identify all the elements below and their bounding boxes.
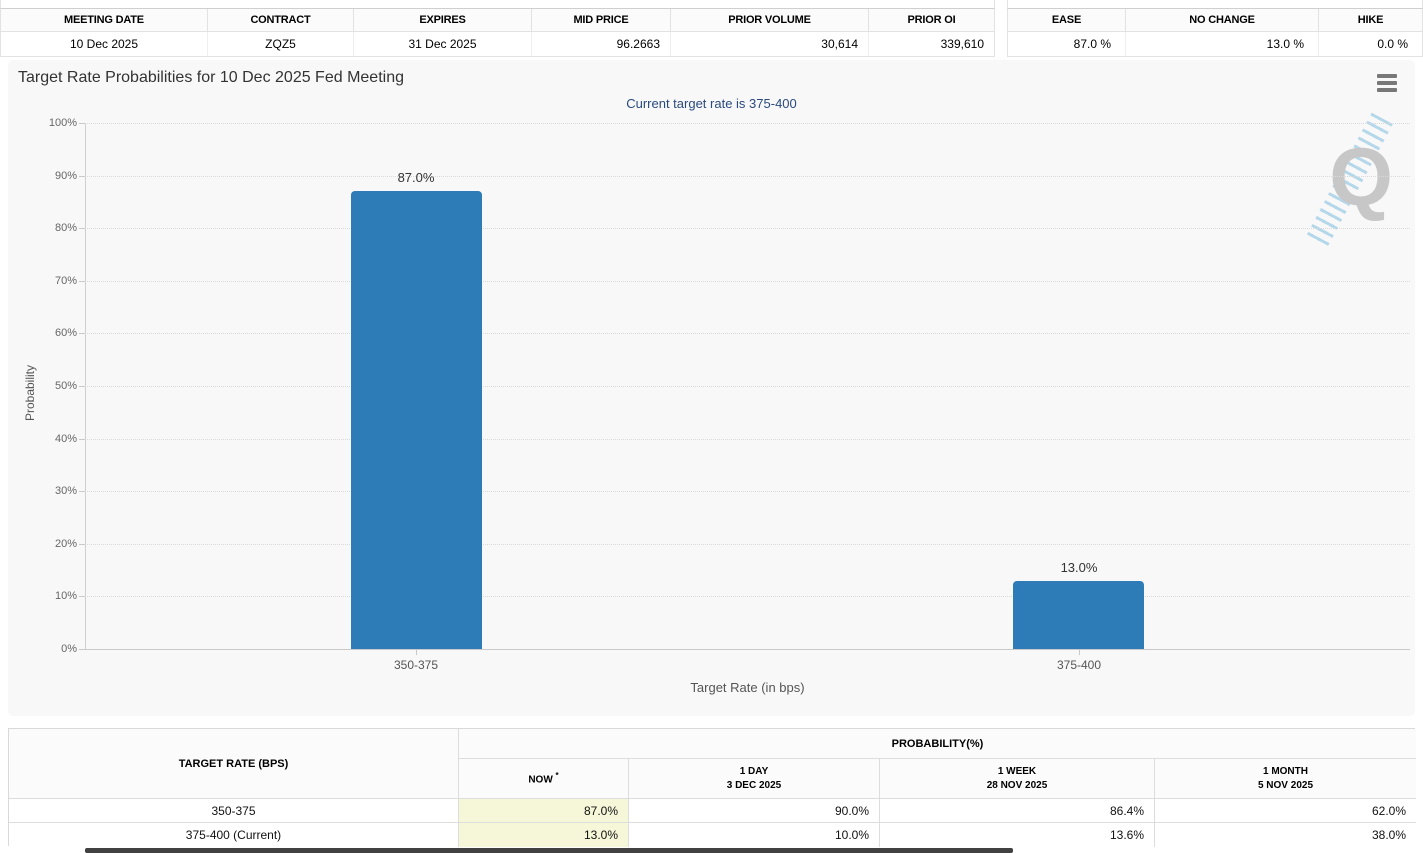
y-axis-tick — [79, 649, 85, 650]
y-axis-tick-label: 10% — [54, 590, 77, 602]
history-header-1-month: 1 MONTH 5 NOV 2025 — [1155, 759, 1416, 799]
y-axis-tick — [79, 123, 85, 124]
move-table-clipped-row — [1007, 0, 1423, 9]
y-axis-tick-label: 50% — [54, 380, 77, 392]
history-corner-header: TARGET RATE (BPS) — [9, 729, 459, 799]
y-axis-tick-label: 70% — [54, 275, 77, 287]
move-table-header-hike: HIKE — [1319, 9, 1422, 32]
history-group-header: PROBABILITY(%) — [459, 729, 1416, 759]
history-row-1day-value: 90.0% — [629, 799, 880, 823]
move-probability-table: EASE NO CHANGE HIKE 87.0 % 13.0 % 0.0 % — [1007, 9, 1423, 57]
y-gridline — [85, 596, 1410, 597]
move-table-header-ease: EASE — [1008, 9, 1126, 32]
contract-expires-value: 31 Dec 2025 — [354, 32, 532, 56]
contract-table-header-mid-price: MID PRICE — [532, 9, 671, 32]
history-row-now-value: 87.0% — [459, 799, 629, 823]
hike-probability-value: 0.0 % — [1319, 32, 1422, 56]
y-axis-tick-label: 0% — [61, 643, 77, 655]
contract-prior-volume-value: 30,614 — [671, 32, 869, 56]
history-header-now: NOW * — [459, 759, 629, 799]
history-row-1day-value: 10.0% — [629, 823, 880, 847]
chart-title: Target Rate Probabilities for 10 Dec 202… — [18, 69, 404, 86]
y-axis-tick — [79, 176, 85, 177]
y-axis-tick — [79, 491, 85, 492]
ease-probability-value: 87.0 % — [1008, 32, 1126, 56]
quikstrike-watermark: Q — [1305, 112, 1393, 250]
y-gridline — [85, 439, 1410, 440]
x-axis-title: Target Rate (in bps) — [690, 680, 805, 695]
contract-code-value: ZQZ5 — [208, 32, 354, 56]
hamburger-icon — [1377, 74, 1397, 78]
target-rate-probabilities-chart: Target Rate Probabilities for 10 Dec 202… — [8, 60, 1415, 716]
contract-table: MEETING DATE CONTRACT EXPIRES MID PRICE … — [0, 9, 995, 57]
y-gridline — [85, 544, 1410, 545]
y-axis-tick-label: 90% — [54, 170, 77, 182]
y-axis-tick-label: 80% — [54, 222, 77, 234]
chart-bar-350-375[interactable] — [351, 191, 482, 649]
y-axis-tick — [79, 386, 85, 387]
x-axis-tick — [1079, 649, 1080, 655]
contract-table-header-meeting-date: MEETING DATE — [1, 9, 208, 32]
y-axis-tick-label: 30% — [54, 485, 77, 497]
no-change-probability-value: 13.0 % — [1126, 32, 1319, 56]
y-axis-tick — [79, 596, 85, 597]
y-gridline — [85, 333, 1410, 334]
y-axis-tick — [79, 281, 85, 282]
y-gridline — [85, 228, 1410, 229]
contract-meeting-date-value: 10 Dec 2025 — [1, 32, 208, 56]
move-table-header-no-change: NO CHANGE — [1126, 9, 1319, 32]
y-axis-tick-label: 100% — [48, 117, 77, 129]
x-axis-line — [85, 649, 1410, 650]
history-row-now-value: 13.0% — [459, 823, 629, 847]
x-axis-category-label: 350-375 — [393, 658, 439, 672]
y-axis-tick — [79, 544, 85, 545]
history-header-1-day: 1 DAY 3 DEC 2025 — [629, 759, 880, 799]
y-axis-tick-label: 60% — [54, 327, 77, 339]
horizontal-scrollbar-thumb[interactable] — [85, 848, 1013, 853]
y-axis-tick — [79, 228, 85, 229]
y-axis-tick — [79, 333, 85, 334]
contract-table-header-prior-oi: PRIOR OI — [869, 9, 994, 32]
y-gridline — [85, 176, 1410, 177]
contract-table-clipped-row — [0, 0, 995, 9]
contract-table-header-prior-volume: PRIOR VOLUME — [671, 9, 869, 32]
y-gridline — [85, 123, 1410, 124]
chart-subtitle: Current target rate is 375-400 — [626, 96, 797, 111]
watermark-q-logo: Q — [1329, 132, 1393, 223]
history-row-1month-value: 62.0% — [1155, 799, 1416, 823]
hamburger-icon — [1377, 88, 1397, 92]
contract-table-header-contract: CONTRACT — [208, 9, 354, 32]
bar-data-label: 13.0% — [1060, 560, 1098, 575]
history-row-rate: 375-400 (Current) — [9, 823, 459, 847]
now-asterisk: * — [555, 771, 559, 781]
y-gridline — [85, 491, 1410, 492]
probability-history-table: TARGET RATE (BPS) PROBABILITY(%) NOW * 1… — [8, 728, 1416, 847]
bar-data-label: 87.0% — [397, 170, 435, 185]
hamburger-icon — [1377, 81, 1397, 85]
y-gridline — [85, 281, 1410, 282]
y-axis-tick-label: 40% — [54, 433, 77, 445]
x-axis-tick — [416, 649, 417, 655]
contract-table-header-expires: EXPIRES — [354, 9, 532, 32]
chart-bar-375-400[interactable] — [1013, 581, 1144, 649]
y-axis-tick — [79, 439, 85, 440]
chart-context-menu-button[interactable] — [1375, 73, 1399, 93]
y-gridline — [85, 386, 1410, 387]
history-row-1month-value: 38.0% — [1155, 823, 1416, 847]
y-axis-tick-label: 20% — [54, 538, 77, 550]
contract-mid-price-value: 96.2663 — [532, 32, 671, 56]
history-header-1-week: 1 WEEK 28 NOV 2025 — [880, 759, 1155, 799]
history-row-1week-value: 86.4% — [880, 799, 1155, 823]
history-row-1week-value: 13.6% — [880, 823, 1155, 847]
history-row-rate: 350-375 — [9, 799, 459, 823]
contract-prior-oi-value: 339,610 — [869, 32, 994, 56]
x-axis-category-label: 375-400 — [1056, 658, 1102, 672]
